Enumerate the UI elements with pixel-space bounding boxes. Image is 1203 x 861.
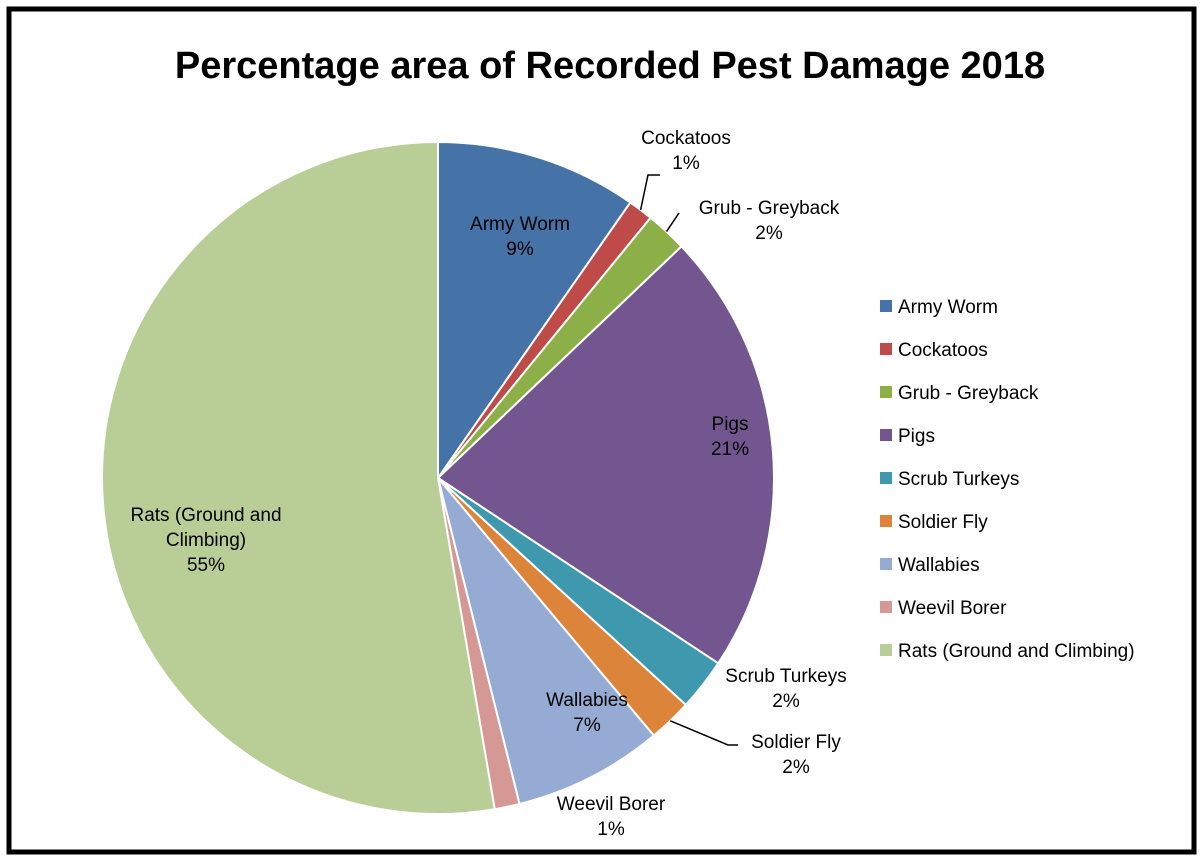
data-label-percent: 2% xyxy=(772,691,800,712)
legend-item-cockatoos: Cockatoos xyxy=(880,340,988,361)
legend-label: Scrub Turkeys xyxy=(898,469,1019,490)
legend-swatch xyxy=(880,601,892,613)
data-label-percent: 1% xyxy=(597,819,625,840)
data-label-name: Pigs xyxy=(712,414,749,435)
legend-item-weevil-borer: Weevil Borer xyxy=(880,598,1007,619)
legend-item-soldier-fly: Soldier Fly xyxy=(880,512,988,533)
leader-line-grub-greyback xyxy=(665,212,680,233)
legend: Army Worm Cockatoos Grub - Greyback Pigs Scr… xyxy=(880,297,1135,662)
data-label-percent: 2% xyxy=(755,223,783,244)
legend-swatch xyxy=(880,515,892,527)
slices-layer xyxy=(101,140,775,815)
legend-swatch xyxy=(880,472,892,484)
legend-label: Army Worm xyxy=(898,297,998,318)
data-label-rats-ground-and-climbing: Rats (Ground and Climbing) 55% xyxy=(130,505,281,576)
data-labels-layer: Army Worm 9% Cockatoos 1% Grub - Greyback 2% P… xyxy=(130,128,846,840)
data-label-name: Army Worm xyxy=(470,214,570,235)
data-label-percent: 1% xyxy=(672,153,700,174)
pie-slice-wallabies xyxy=(437,477,656,806)
legend-label: Wallabies xyxy=(898,555,980,576)
data-label-percent: 7% xyxy=(573,715,601,736)
data-label-name: Climbing) xyxy=(166,530,246,551)
pie-slice-rats-ground-and-climbing xyxy=(101,140,496,815)
data-label-name: Cockatoos xyxy=(641,128,731,149)
legend-swatch xyxy=(880,300,892,312)
legend-label: Cockatoos xyxy=(898,340,988,361)
data-label-name: Scrub Turkeys xyxy=(725,666,846,687)
data-label-army-worm: Army Worm 9% xyxy=(470,214,570,260)
legend-swatch xyxy=(880,558,892,570)
data-label-percent: 2% xyxy=(782,757,810,778)
data-label-grub-greyback: Grub - Greyback 2% xyxy=(665,198,840,244)
data-label-name: Rats (Ground and xyxy=(130,505,281,526)
data-label-percent: 55% xyxy=(187,555,225,576)
legend-swatch xyxy=(880,644,892,656)
legend-label: Pigs xyxy=(898,426,935,447)
data-label-scrub-turkeys: Scrub Turkeys 2% xyxy=(725,666,846,712)
leader-line-cockatoos xyxy=(639,174,660,211)
legend-label: Rats (Ground and Climbing) xyxy=(898,641,1135,662)
legend-item-pigs: Pigs xyxy=(880,426,935,447)
legend-item-wallabies: Wallabies xyxy=(880,555,980,576)
data-label-name: Wallabies xyxy=(546,690,628,711)
data-label-pigs: Pigs 21% xyxy=(711,414,749,460)
legend-swatch xyxy=(880,343,892,355)
legend-label: Grub - Greyback xyxy=(898,383,1039,404)
legend-swatch xyxy=(880,386,892,398)
leader-line-soldier-fly xyxy=(670,720,738,746)
legend-label: Weevil Borer xyxy=(898,598,1007,619)
data-label-percent: 9% xyxy=(506,239,534,260)
legend-label: Soldier Fly xyxy=(898,512,988,533)
data-label-soldier-fly: Soldier Fly 2% xyxy=(670,720,841,778)
legend-item-grub-greyback: Grub - Greyback xyxy=(880,383,1039,404)
data-label-name: Weevil Borer xyxy=(557,794,666,815)
legend-swatch xyxy=(880,429,892,441)
legend-item-scrub-turkeys: Scrub Turkeys xyxy=(880,469,1019,490)
data-label-name: Grub - Greyback xyxy=(699,198,840,219)
pie-slice-pigs xyxy=(436,245,775,665)
data-label-cockatoos: Cockatoos 1% xyxy=(639,128,731,211)
legend-item-army-worm: Army Worm xyxy=(880,297,998,318)
data-label-name: Soldier Fly xyxy=(751,732,841,753)
data-label-weevil-borer: Weevil Borer 1% xyxy=(557,794,666,840)
data-label-percent: 21% xyxy=(711,439,749,460)
pie-slice-army-worm xyxy=(437,140,632,482)
data-label-wallabies: Wallabies 7% xyxy=(546,690,628,736)
legend-item-rats-ground-and-climbing: Rats (Ground and Climbing) xyxy=(880,641,1135,662)
chart-title: Percentage area of Recorded Pest Damage … xyxy=(175,45,1045,87)
